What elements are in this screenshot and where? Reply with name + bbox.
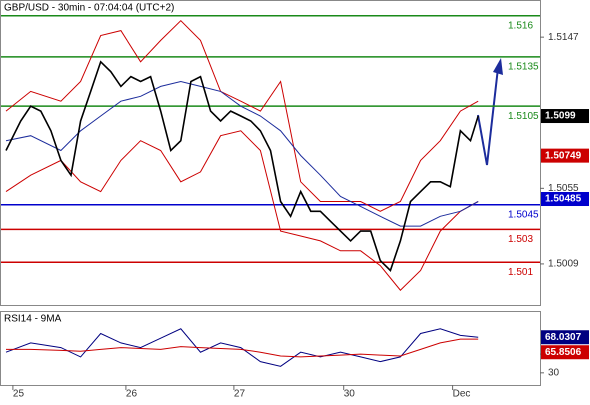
series-line: [5, 130, 479, 291]
level-label: 1.503: [508, 234, 533, 245]
series-line: [5, 328, 479, 367]
y-tick-label: 1.5055: [548, 183, 579, 194]
value-marker: [541, 192, 589, 207]
level-label: 1.501: [508, 267, 533, 278]
value-marker-label: 1.50485: [545, 194, 582, 205]
level-label: 1.5045: [508, 209, 539, 220]
x-tick-label: 27: [234, 389, 246, 400]
value-marker: [541, 330, 589, 345]
value-marker: [541, 345, 589, 360]
y-tick-label: 30: [548, 367, 560, 378]
x-tick-label: 30: [344, 389, 356, 400]
projection-arrow: [477, 67, 499, 166]
value-marker-label: 68.0307: [545, 332, 582, 343]
rsi-title: RSI14 - 9MA: [4, 314, 62, 325]
rsi-pane: [0, 311, 541, 386]
value-marker: [541, 148, 589, 163]
chart-title: GBP/USD - 30min - 07:04:04 (UTC+2): [4, 3, 174, 14]
x-tick-label: 25: [13, 389, 25, 400]
series-line: [5, 19, 479, 212]
y-tick-label: 1.5147: [548, 32, 579, 43]
level-label: 1.5135: [508, 62, 539, 73]
arrow-head: [493, 58, 503, 75]
x-tick-label: Dec: [453, 389, 471, 400]
value-marker-label: 1.5099: [545, 111, 576, 122]
series-line: [6, 338, 479, 358]
level-label: 1.5105: [508, 111, 539, 122]
value-marker: [541, 109, 589, 124]
value-marker-label: 1.50749: [545, 150, 582, 161]
x-tick-label: 26: [126, 389, 138, 400]
y-tick-label: 1.5009: [548, 259, 579, 270]
series-line: [5, 60, 479, 272]
value-marker-label: 65.8506: [545, 347, 582, 358]
level-label: 1.516: [508, 20, 533, 31]
